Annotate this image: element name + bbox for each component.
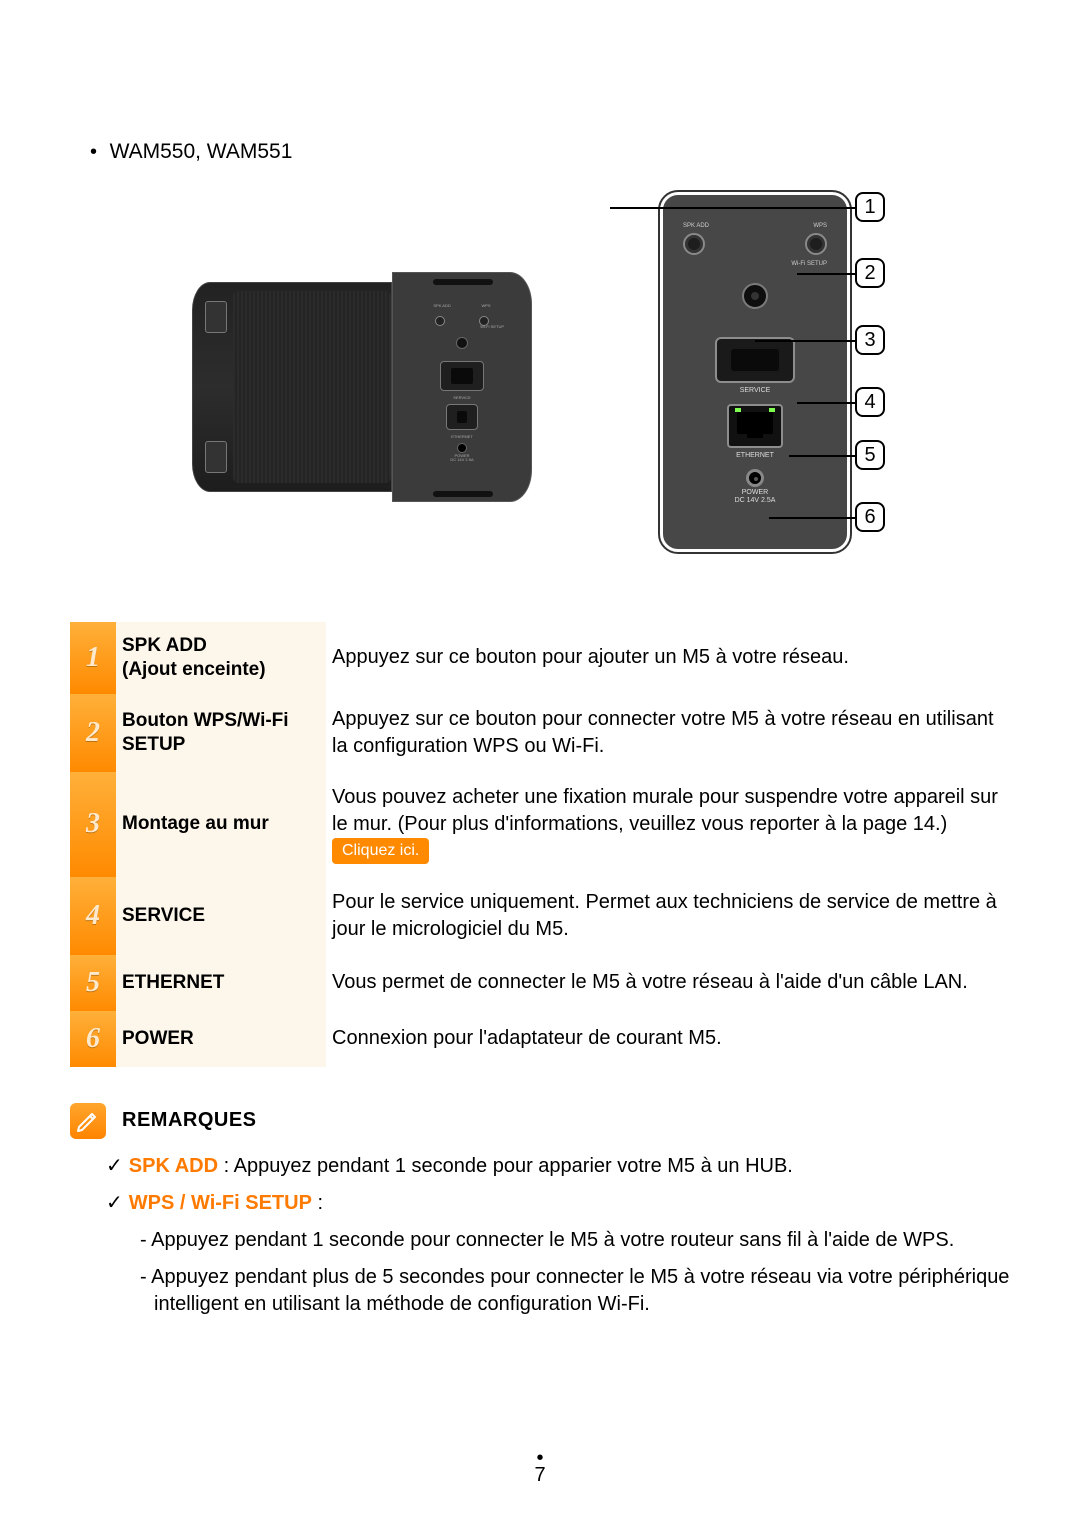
callout-number: 2 [855,258,885,288]
row-desc: Appuyez sur ce bouton pour ajouter un M5… [326,622,1010,694]
mini-label-service: SERVICE [418,395,506,400]
row-desc: Connexion pour l'adaptateur de courant M… [326,1011,1010,1067]
co-label-service: SERVICE [683,387,827,394]
table-row: 6POWERConnexion pour l'adaptateur de cou… [70,1011,1010,1067]
click-here-link[interactable]: Cliquez ici. [332,838,429,864]
co-label-wps: WPS [813,223,827,229]
table-row: 2Bouton WPS/Wi-Fi SETUPAppuyez sur ce bo… [70,694,1010,772]
callout-line [789,455,855,457]
row-label: SPK ADD(Ajout enceinte) [116,622,326,694]
co-label-power: POWER [742,489,768,496]
callout-line [755,340,855,342]
row-label: Bouton WPS/Wi-Fi SETUP [116,694,326,772]
note-subline: - Appuyez pendant plus de 5 secondes pou… [70,1264,1010,1318]
service-port-icon [715,337,795,383]
bullet-icon: • [90,141,104,164]
check-icon: ✓ [106,1155,123,1177]
speaker-body [192,282,392,492]
row-number: 1 [70,622,116,694]
row-number: 4 [70,877,116,955]
note-line: ✓ SPK ADD : Appuyez pendant 1 seconde pou… [70,1153,1010,1180]
row-desc: Pour le service uniquement. Permet aux t… [326,877,1010,955]
notes-section: REMARQUES ✓ SPK ADD : Appuyez pendant 1 s… [70,1103,1010,1318]
callout-number: 1 [855,192,885,222]
wall-mount-hole-icon [742,283,768,309]
spk-add-button-icon [683,233,705,255]
callout-number: 3 [855,325,885,355]
power-jack-icon [746,469,764,487]
back-panel-small: SPK ADDWPS Wi-Fi SETUP SERVICE ETHERNET … [392,272,532,502]
notes-title: REMARQUES [122,1109,257,1132]
check-icon: ✓ [106,1192,123,1214]
page-footer: • 7 [0,1452,1080,1487]
note-highlight: WPS / Wi-Fi SETUP [129,1192,312,1214]
model-line: • WAM550, WAM551 [70,140,1010,164]
ethernet-port-icon [727,404,783,448]
row-number: 6 [70,1011,116,1067]
table-row: 1SPK ADD(Ajout enceinte)Appuyez sur ce b… [70,622,1010,694]
mini-label-wps: WPS [481,303,490,308]
page-number: 7 [534,1464,545,1486]
table-row: 5ETHERNETVous permet de connecter le M5 … [70,955,1010,1011]
row-number: 5 [70,955,116,1011]
note-subline: - Appuyez pendant 1 seconde pour connect… [70,1227,1010,1254]
mini-label-power-sub: DC 14V 2.5A [450,457,473,462]
row-number: 2 [70,694,116,772]
back-panel-enlarged: SPK ADD WPS Wi-Fi SETUP SERVICE ETHERNET… [660,192,850,552]
row-label: POWER [116,1011,326,1067]
callout-number: 4 [855,387,885,417]
co-label-wifisetup: Wi-Fi SETUP [683,261,827,267]
note-line: ✓ WPS / Wi-Fi SETUP : [70,1190,1010,1217]
model-text: WAM550, WAM551 [110,140,293,163]
parts-table: 1SPK ADD(Ajout enceinte)Appuyez sur ce b… [70,622,1010,1067]
row-desc: Appuyez sur ce bouton pour connecter vot… [326,694,1010,772]
wps-button-icon [805,233,827,255]
row-desc: Vous pouvez acheter une fixation murale … [326,772,1010,877]
callout-line [797,402,855,404]
callout-line [769,517,855,519]
callout-number: 5 [855,440,885,470]
note-text: : [312,1192,323,1214]
note-text: : Appuyez pendant 1 seconde pour apparie… [218,1155,793,1177]
mini-label-wifisetup: Wi-Fi SETUP [418,324,506,329]
device-diagram: SPK ADDWPS Wi-Fi SETUP SERVICE ETHERNET … [70,192,1010,582]
row-desc: Vous permet de connecter le M5 à votre r… [326,955,1010,1011]
speaker-illustration: SPK ADDWPS Wi-Fi SETUP SERVICE ETHERNET … [192,272,532,512]
table-row: 3Montage au murVous pouvez acheter une f… [70,772,1010,877]
table-row: 4SERVICEPour le service uniquement. Perm… [70,877,1010,955]
pencil-icon [70,1103,106,1139]
row-label: SERVICE [116,877,326,955]
row-number: 3 [70,772,116,877]
callout-line [797,273,855,275]
co-label-spkadd: SPK ADD [683,223,709,229]
mini-label-spkadd: SPK ADD [433,303,450,308]
mini-label-eth: ETHERNET [418,434,506,439]
callout-number: 6 [855,502,885,532]
co-label-power-sub: DC 14V 2.5A [735,497,776,504]
row-label: ETHERNET [116,955,326,1011]
callout-line [610,207,855,209]
row-label: Montage au mur [116,772,326,877]
note-highlight: SPK ADD [129,1155,218,1177]
